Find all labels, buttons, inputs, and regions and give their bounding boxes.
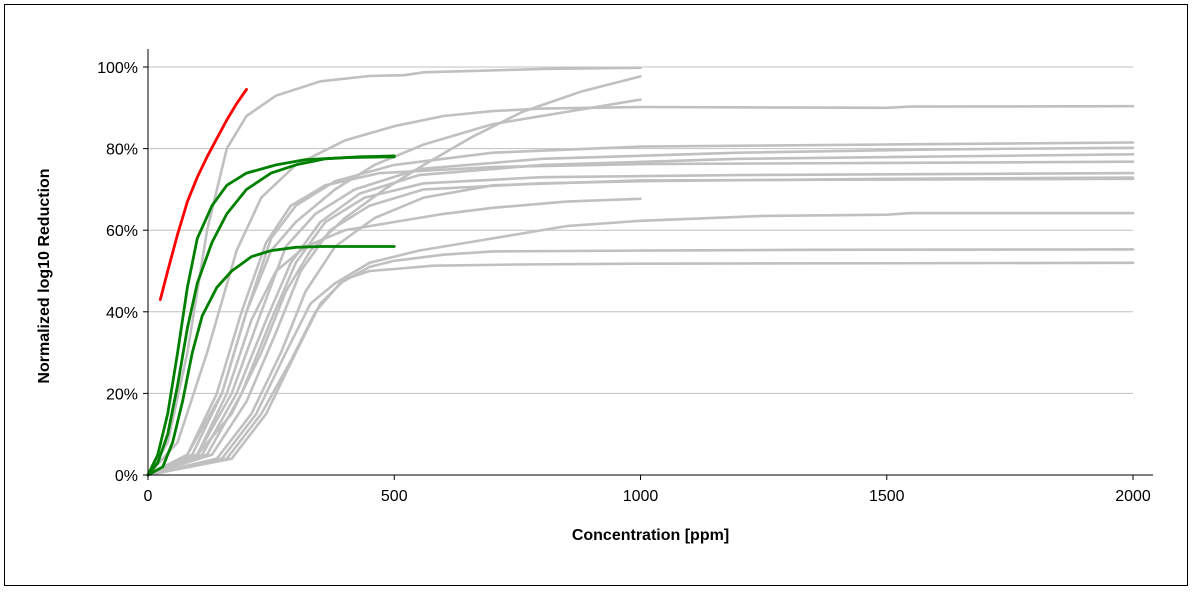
series-line-2-gray: [146, 104, 1135, 477]
series-line-12-gray: [146, 197, 642, 477]
series-line-19-red: [158, 88, 248, 301]
series-line-7-gray: [146, 153, 1135, 477]
series-line-17-green: [146, 154, 396, 477]
y-tick-label-20: 20%: [106, 386, 138, 403]
series-line-18-green: [146, 245, 396, 477]
x-tick-label-2000: 2000: [1115, 488, 1151, 505]
x-tick-label-500: 500: [381, 488, 408, 505]
series-line-6-gray: [146, 146, 1135, 477]
series-line-5-gray: [146, 141, 1135, 477]
y-tick-label-40: 40%: [106, 305, 138, 322]
y-tick-label-60: 60%: [106, 223, 138, 240]
series-lines: [146, 66, 1135, 477]
series-line-11-gray: [146, 177, 1135, 477]
series-line-1-gray: [146, 66, 642, 477]
axes: [143, 49, 1153, 480]
series-line-13-gray: [146, 211, 1135, 477]
series-line-14-gray: [146, 248, 1135, 477]
series-line-8-gray: [146, 160, 1135, 477]
y-tick-label-100: 100%: [97, 60, 138, 77]
series-line-9-gray: [146, 171, 1135, 477]
x-axis-title: Concentration [ppm]: [572, 527, 729, 544]
y-tick-label-0: 0%: [115, 468, 138, 485]
chart-frame: 0% 20% 40% 60% 80% 100% 0 500 1000 1500 2000 Conce…: [4, 4, 1188, 586]
y-tick-label-80: 80%: [106, 142, 138, 159]
series-line-16-green: [146, 155, 396, 477]
x-tick-label-1000: 1000: [623, 488, 659, 505]
y-axis-title: Normalized log10 Reduction: [36, 168, 53, 383]
grid-lines: [148, 66, 1133, 394]
x-tick-label-0: 0: [144, 488, 153, 505]
line-chart: 0% 20% 40% 60% 80% 100% 0 500 1000 1500 2000 Conce…: [36, 49, 1153, 544]
tick-labels: 0% 20% 40% 60% 80% 100% 0 500 1000 1500 2000: [97, 60, 1151, 505]
x-tick-label-1500: 1500: [869, 488, 905, 505]
series-line-15-gray: [146, 261, 1135, 477]
series-line-4-gray: [146, 75, 642, 477]
